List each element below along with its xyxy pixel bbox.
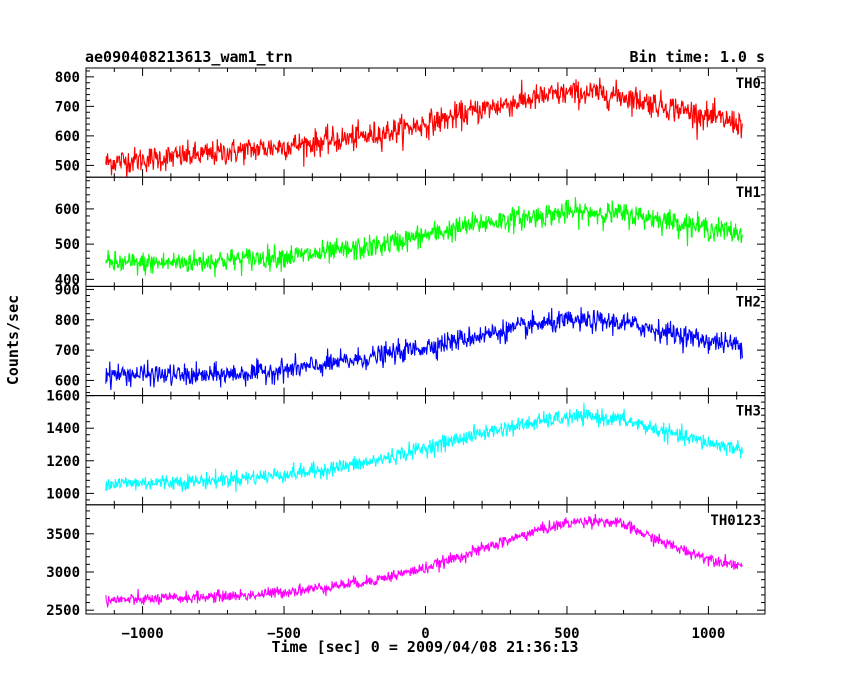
- x-tick-label: −1000: [122, 626, 164, 642]
- y-tick-label: 1000: [46, 486, 80, 502]
- y-tick-label: 500: [55, 158, 80, 174]
- series-line-th1: [105, 197, 743, 278]
- y-tick-label: 700: [55, 99, 80, 115]
- x-tick-label: 0: [421, 626, 429, 642]
- x-tick-label: −500: [267, 626, 301, 642]
- x-tick-label: 1000: [692, 626, 726, 642]
- y-tick-label: 800: [55, 70, 80, 86]
- y-tick-label: 400: [55, 272, 80, 288]
- panels-group: 500 600 700 800 TH0 400 500 600 TH1 600 700 800 900 T…: [46, 67, 766, 642]
- y-tick-label: 1200: [46, 454, 80, 470]
- y-tick-label: 800: [55, 313, 80, 329]
- y-tick-label: 600: [55, 202, 80, 218]
- y-tick-label: 2500: [46, 603, 80, 619]
- panel-label-th0123: TH0123: [710, 513, 761, 529]
- y-tick-label: 700: [55, 343, 80, 359]
- panel-label-th3: TH3: [736, 404, 761, 420]
- panel-label-th0: TH0: [736, 76, 761, 92]
- panel-frame-th0: [85, 67, 766, 178]
- y-tick-label: 900: [55, 282, 80, 298]
- y-tick-label: 3000: [46, 565, 80, 581]
- series-line-th2: [105, 307, 743, 391]
- y-tick-label: 600: [55, 129, 80, 145]
- series-line-th0: [105, 77, 743, 178]
- series-line-th3: [105, 402, 743, 493]
- series-line-th0123: [105, 513, 743, 609]
- panel-label-th2: TH2: [736, 294, 761, 310]
- panel-label-th1: TH1: [736, 185, 761, 201]
- panel-frame-th2: [85, 285, 766, 397]
- bin-time-label: Bin time: 1.0 s: [630, 48, 765, 66]
- y-axis-label: Counts/sec: [4, 295, 22, 385]
- y-tick-label: 1400: [46, 421, 80, 437]
- x-axis-label: Time [sec] 0 = 2009/04/08 21:36:13: [271, 638, 578, 656]
- chart-title: ae090408213613_wam1_trn: [85, 48, 293, 66]
- y-tick-label: 1600: [46, 389, 80, 405]
- x-tick-label: 500: [554, 626, 579, 642]
- y-tick-label: 3500: [46, 527, 80, 543]
- y-tick-label: 600: [55, 373, 80, 389]
- y-tick-label: 500: [55, 237, 80, 253]
